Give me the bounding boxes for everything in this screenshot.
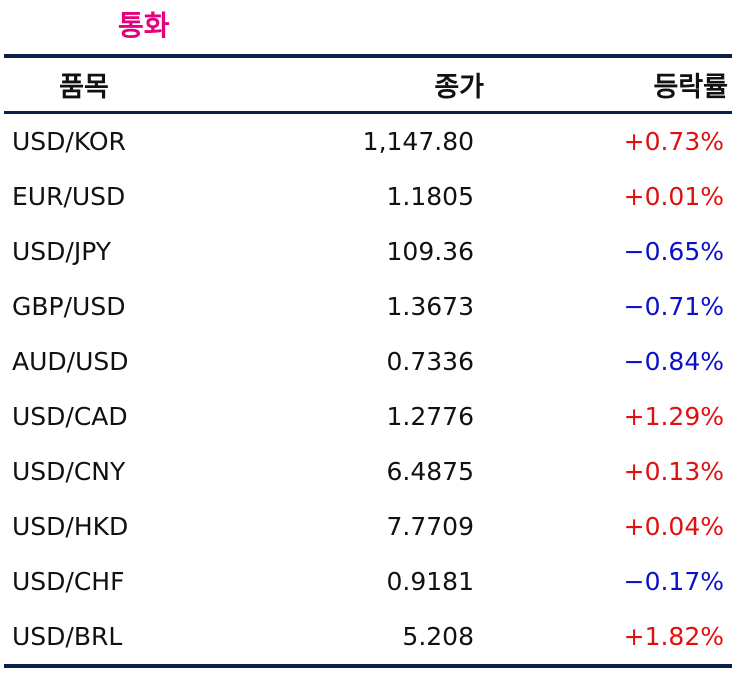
row-item-name: USD/CHF [12,567,125,596]
row-close-price: 6.4875 [386,457,474,486]
row-item-name: AUD/USD [12,347,129,376]
row-change-rate: +0.01% [623,182,724,211]
row-change-rate: −0.65% [623,237,724,266]
row-change-rate: +1.82% [623,622,724,651]
row-item-name: USD/CNY [12,457,126,486]
row-item-name: USD/KOR [12,127,126,156]
table-row: USD/JPY 109.36 −0.65% [4,224,732,279]
column-header-close: 종가 [434,72,484,103]
row-item-name: USD/CAD [12,402,128,431]
row-close-price: 0.9181 [386,567,474,596]
row-change-rate: +0.04% [623,512,724,541]
row-close-price: 109.36 [386,237,474,266]
table-row: USD/HKD 7.7709 +0.04% [4,499,732,554]
table-row: USD/CHF 0.9181 −0.17% [4,554,732,609]
table-row: USD/CAD 1.2776 +1.29% [4,389,732,444]
row-close-price: 1.3673 [386,292,474,321]
row-close-price: 5.208 [402,622,474,651]
row-change-rate: −0.71% [623,292,724,321]
table-row: EUR/USD 1.1805 +0.01% [4,169,732,224]
row-close-price: 1.2776 [386,402,474,431]
column-header-change: 등락률 [653,72,728,103]
row-change-rate: +0.73% [623,127,724,156]
table-body: USD/KOR 1,147.80 +0.73% EUR/USD 1.1805 +0.01%… [4,114,732,664]
row-change-rate: +1.29% [623,402,724,431]
table-row: GBP/USD 1.3673 −0.71% [4,279,732,334]
row-change-rate: −0.17% [623,567,724,596]
row-close-price: 0.7336 [386,347,474,376]
row-close-price: 1,147.80 [362,127,474,156]
row-item-name: USD/BRL [12,622,123,651]
row-item-name: GBP/USD [12,292,126,321]
row-item-name: USD/JPY [12,237,112,266]
row-change-rate: −0.84% [623,347,724,376]
table-row: USD/KOR 1,147.80 +0.73% [4,114,732,169]
table-row: AUD/USD 0.7336 −0.84% [4,334,732,389]
page-title: 통화 [118,9,170,42]
table-header: 품목 종가 등락률 [4,58,732,114]
column-header-item: 품목 [59,72,109,103]
row-close-price: 1.1805 [386,182,474,211]
table-row: USD/CNY 6.4875 +0.13% [4,444,732,499]
currency-table: 품목 종가 등락률 USD/KOR 1,147.80 +0.73% EUR/USD 1.… [4,54,732,668]
row-change-rate: +0.13% [623,457,724,486]
table-row: USD/BRL 5.208 +1.82% [4,609,732,664]
row-item-name: USD/HKD [12,512,129,541]
row-item-name: EUR/USD [12,182,126,211]
row-close-price: 7.7709 [386,512,474,541]
